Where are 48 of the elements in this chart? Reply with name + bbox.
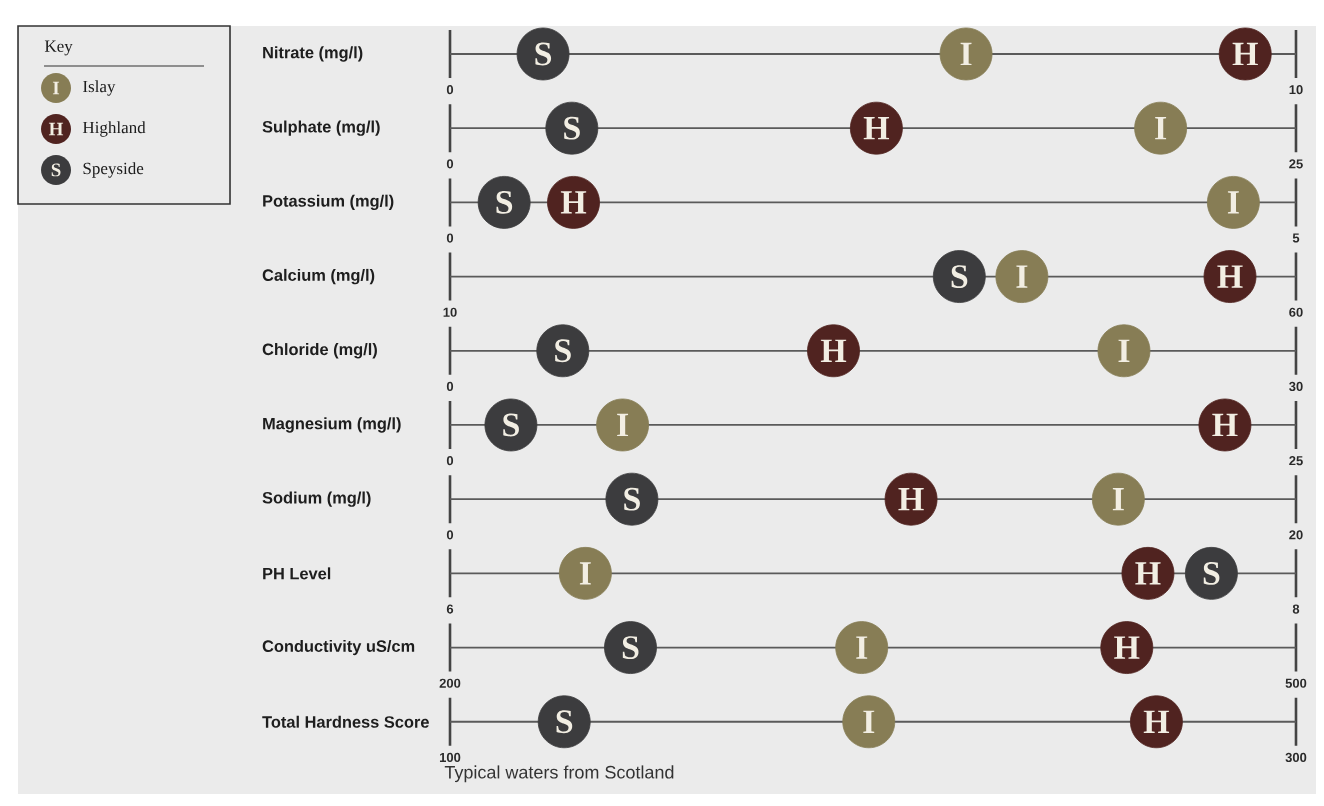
legend-label: Islay (83, 80, 116, 96)
data-label: S (496, 190, 513, 214)
annotation: Typical waters from Scotland (444, 765, 674, 783)
data-label: H (898, 488, 924, 511)
data-label: H (1232, 42, 1258, 66)
y-tick-label: Chloride (mg/l) (262, 343, 377, 359)
data-label: S (556, 710, 573, 734)
data-label: I (863, 710, 875, 733)
text: S (51, 163, 61, 177)
y-tick-label: Sodium (mg/l) (262, 491, 371, 507)
data-label: H (1212, 413, 1238, 437)
data-label: I (856, 636, 868, 659)
data-label: S (535, 42, 552, 66)
data-label: S (1203, 561, 1220, 585)
data-label: I (617, 413, 629, 437)
text: H (48, 122, 64, 136)
data-label: S (951, 265, 968, 289)
data-label: S (555, 339, 571, 363)
data-label: S (622, 636, 639, 660)
data-label: H (1114, 636, 1140, 659)
y-tick-label: Nitrate (mg/l) (263, 46, 363, 62)
data-label: I (960, 42, 972, 66)
data-label: S (624, 487, 640, 511)
data-label: H (560, 191, 587, 214)
y-tick-label: Magnesium (mg/l) (263, 417, 401, 433)
y-tick-label: Total Hardness Score (262, 715, 429, 728)
data-label: I (1016, 265, 1028, 288)
y-tick-label: Conductivity uS/cm (262, 639, 415, 656)
data-label: S (503, 413, 519, 437)
data-label: I (1118, 339, 1130, 362)
data-label: H (863, 117, 890, 140)
y-tick-label: Calcium (mg/l) (262, 268, 375, 285)
y-tick-label: Potassium (mg/l) (263, 194, 394, 211)
data-label: H (1135, 562, 1161, 585)
data-label: I (1155, 117, 1167, 140)
data-label: S (564, 116, 580, 140)
data-label: H (820, 339, 847, 362)
data-label: I (579, 562, 591, 585)
data-label: H (1143, 710, 1170, 733)
y-tick-label: Sulphate (mg/l) (262, 120, 380, 136)
data-label: I (1227, 191, 1239, 214)
data-label: H (1217, 265, 1243, 288)
legend-title: Key (44, 40, 73, 56)
legend-label: Highland (82, 121, 146, 137)
data-label: I (1112, 488, 1124, 511)
text: I (52, 81, 60, 95)
legend-label: Speyside (83, 162, 144, 178)
y-tick-label: PH Level (263, 567, 331, 580)
